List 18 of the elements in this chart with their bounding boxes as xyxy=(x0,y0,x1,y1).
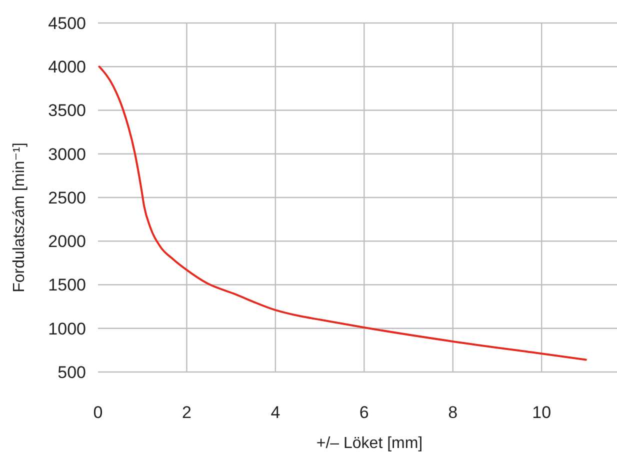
x-tick-label: 0 xyxy=(93,403,103,422)
y-tick-label: 4000 xyxy=(48,58,86,77)
y-tick-label: 3500 xyxy=(48,101,86,120)
x-tick-label: 10 xyxy=(532,403,552,422)
y-tick-label: 2000 xyxy=(48,232,86,252)
x-tick-label: 2 xyxy=(182,403,192,422)
line-series xyxy=(98,66,587,361)
y-tick-label: 2500 xyxy=(48,188,86,208)
x-tick-label: 6 xyxy=(359,403,369,422)
x-tick-label: 4 xyxy=(270,403,280,422)
x-tick-label: 8 xyxy=(448,403,458,422)
y-tick-label: 4500 xyxy=(48,14,86,33)
y-tick-label: 500 xyxy=(58,362,86,382)
y-tick-label: 1000 xyxy=(48,319,86,338)
y-tick-label: 1500 xyxy=(48,276,86,295)
y-tick-label: 3000 xyxy=(48,144,86,164)
x-axis-title: +/– Löket [mm] xyxy=(316,435,423,452)
y-axis-title: Fordulatszám [min⁻¹] xyxy=(11,142,28,292)
